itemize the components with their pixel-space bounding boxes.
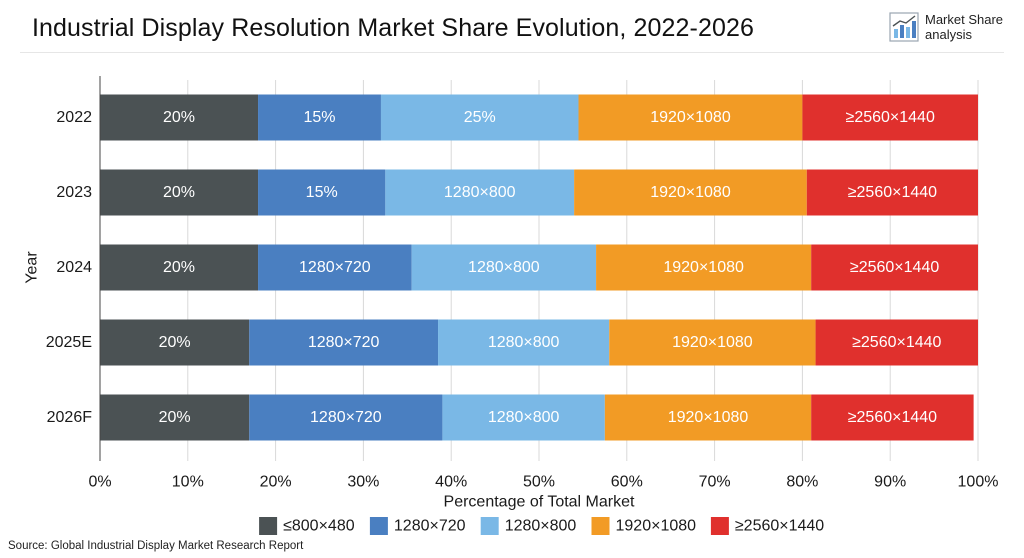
bar-label: 1920×1080	[668, 409, 749, 426]
bar-segment	[815, 319, 978, 366]
bar-segment	[100, 169, 259, 216]
bar-segment	[249, 394, 443, 441]
x-tick-label: 40%	[435, 474, 467, 491]
brand-line-2: analysis	[925, 27, 972, 42]
y-tick-label: 2026F	[47, 409, 93, 426]
bar-label: ≥2560×1440	[846, 109, 935, 126]
bar-label: ≥2560×1440	[848, 184, 937, 201]
x-tick-label: 70%	[699, 474, 731, 491]
header-divider	[20, 52, 1004, 53]
bar-segment	[100, 319, 250, 366]
x-tick-label: 50%	[523, 474, 555, 491]
legend-label: 1920×1080	[616, 518, 697, 535]
bar-segment	[258, 94, 381, 141]
bar-segment	[578, 94, 803, 141]
bar-label: 1280×720	[299, 259, 371, 276]
bar-segment	[411, 244, 597, 291]
bar-label: 20%	[159, 409, 191, 426]
bar-segment	[258, 244, 412, 291]
bar-segment	[100, 394, 250, 441]
bar-label: 1280×800	[488, 334, 560, 351]
bar-label: 1280×800	[444, 184, 516, 201]
bar-chart-trend-icon	[889, 12, 919, 42]
legend-swatch	[591, 517, 610, 535]
bar-segment	[811, 394, 974, 441]
y-tick-label: 2022	[56, 109, 92, 126]
x-tick-label: 60%	[611, 474, 643, 491]
bar-label: ≥2560×1440	[850, 259, 939, 276]
bar-segment	[596, 244, 812, 291]
bar-segment	[806, 169, 978, 216]
x-tick-label: 20%	[260, 474, 292, 491]
x-tick-label: 80%	[786, 474, 818, 491]
bar-label: 1920×1080	[663, 259, 744, 276]
bar-segment	[442, 394, 605, 441]
bar-label: 20%	[163, 184, 195, 201]
legend-swatch	[710, 517, 729, 535]
brand-logo: Market Share analysis	[889, 12, 1003, 42]
legend-label: 1280×720	[394, 518, 466, 535]
bar-label: 20%	[159, 334, 191, 351]
legend-swatch	[259, 517, 278, 535]
y-tick-label: 2025E	[46, 334, 92, 351]
bar-label: 15%	[306, 184, 338, 201]
x-tick-label: 100%	[958, 474, 999, 491]
x-axis-title: Percentage of Total Market	[444, 494, 635, 511]
y-axis-title: Year	[24, 251, 41, 284]
legend-label: 1280×800	[505, 518, 577, 535]
bar-segment	[385, 169, 575, 216]
source-note: Source: Global Industrial Display Market…	[8, 540, 304, 552]
bar-segment	[802, 94, 978, 141]
bar-segment	[100, 94, 259, 141]
legend-label: ≥2560×1440	[735, 518, 824, 535]
bar-label: 1920×1080	[672, 334, 753, 351]
x-tick-label: 30%	[347, 474, 379, 491]
bar-label: ≥2560×1440	[848, 409, 937, 426]
bar-label: 1280×720	[308, 334, 380, 351]
bar-label: 20%	[163, 109, 195, 126]
bar-segment	[609, 319, 816, 366]
legend-swatch	[369, 517, 388, 535]
bar-segment	[574, 169, 807, 216]
bar-label: 1280×800	[468, 259, 540, 276]
bar-segment	[249, 319, 439, 366]
legend-swatch	[480, 517, 499, 535]
x-tick-label: 90%	[874, 474, 906, 491]
chart-title: Industrial Display Resolution Market Sha…	[32, 14, 754, 42]
x-tick-label: 0%	[88, 474, 111, 491]
y-tick-label: 2024	[56, 259, 92, 276]
bar-segment	[604, 394, 812, 441]
brand-line-1: Market Share	[925, 12, 1004, 27]
bar-segment	[380, 94, 579, 141]
bar-label: 1280×720	[310, 409, 382, 426]
bar-label: 20%	[163, 259, 195, 276]
bar-segment	[438, 319, 610, 366]
brand-name: Market Share analysis	[925, 12, 1003, 42]
bar-segment	[811, 244, 978, 291]
bar-segment	[258, 169, 386, 216]
x-tick-label: 10%	[172, 474, 204, 491]
bar-label: 15%	[303, 109, 335, 126]
bar-label: 1920×1080	[650, 184, 731, 201]
bar-label: 1280×800	[488, 409, 560, 426]
bar-label: 25%	[464, 109, 496, 126]
y-tick-label: 2023	[56, 184, 92, 201]
legend-label: ≤800×480	[283, 518, 355, 535]
bar-label: 1920×1080	[650, 109, 731, 126]
bar-segment	[100, 244, 259, 291]
bar-label: ≥2560×1440	[852, 334, 941, 351]
